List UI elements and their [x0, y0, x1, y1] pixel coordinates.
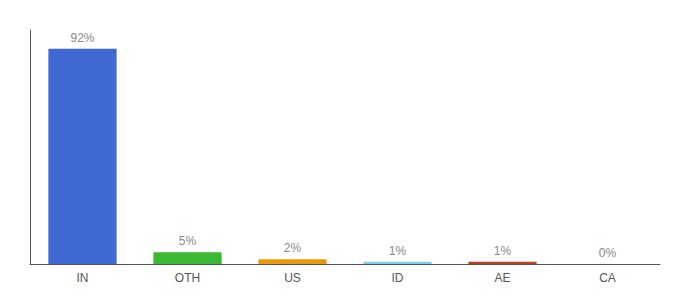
svg-text:CA: CA: [599, 271, 616, 285]
svg-text:US: US: [284, 271, 301, 285]
svg-text:5%: 5%: [179, 234, 197, 248]
svg-text:AE: AE: [494, 271, 510, 285]
svg-text:1%: 1%: [389, 244, 407, 258]
svg-text:OTH: OTH: [175, 271, 200, 285]
svg-text:ID: ID: [392, 271, 404, 285]
svg-text:1%: 1%: [494, 244, 512, 258]
svg-text:92%: 92%: [70, 31, 94, 45]
svg-text:0%: 0%: [599, 246, 617, 260]
svg-text:IN: IN: [77, 271, 89, 285]
svg-text:2%: 2%: [284, 241, 302, 255]
